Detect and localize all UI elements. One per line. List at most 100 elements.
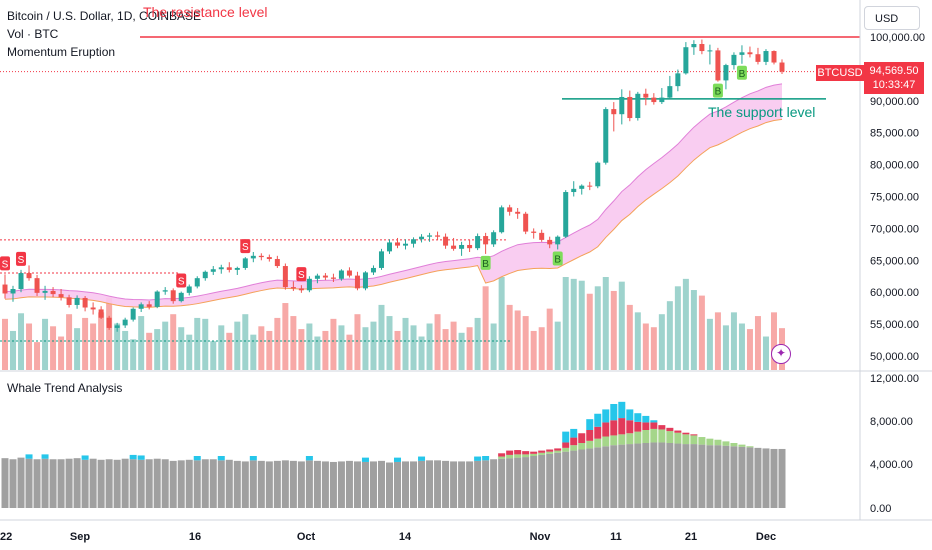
whale-gray-bar <box>41 458 49 508</box>
volume-bar <box>162 321 169 370</box>
candle-body <box>603 109 609 163</box>
momentum-band <box>4 83 783 308</box>
whale-red-bar <box>682 432 690 435</box>
candle-body <box>162 290 168 292</box>
volume-bar <box>642 323 649 370</box>
whale-gray-bar <box>81 459 89 508</box>
volume-bar <box>570 278 577 370</box>
whale-gray-bar <box>778 448 786 508</box>
whale-gray-bar <box>105 459 113 508</box>
whale-gray-bar <box>209 459 217 508</box>
whale-green-bar <box>738 444 746 447</box>
whale-green-bar <box>658 429 666 443</box>
buy-marker-label: B <box>554 254 561 265</box>
volume-bar <box>426 323 433 370</box>
candle-body <box>42 290 48 293</box>
volume-bar <box>746 329 753 370</box>
candle-body <box>178 292 184 302</box>
candle-body <box>346 270 352 276</box>
whale-gray-bar <box>289 460 297 508</box>
sell-marker <box>296 267 307 282</box>
volume-bar <box>282 303 289 370</box>
candle-body <box>186 286 192 293</box>
whale-cyan-bar <box>586 419 594 430</box>
candle-body <box>370 267 376 273</box>
candle-body <box>443 236 449 246</box>
volume-bar <box>514 310 521 370</box>
volume-legend[interactable]: Vol · BTC <box>7 27 59 41</box>
volume-bar <box>738 323 745 370</box>
candle-body <box>755 54 761 62</box>
candle-body <box>627 96 633 119</box>
candle-body <box>306 278 312 291</box>
alert-sparkle-icon[interactable]: ✦ <box>771 344 791 364</box>
whale-red-bar <box>690 434 698 436</box>
whale-red-bar <box>554 448 562 451</box>
volume-bar <box>610 290 617 370</box>
candle-body <box>26 273 32 279</box>
whale-green-bar <box>602 436 610 447</box>
candle-body <box>362 272 368 289</box>
whale-cyan-bar <box>634 413 642 422</box>
volume-bar <box>378 304 385 370</box>
candle-body <box>419 236 425 240</box>
volume-bar <box>730 312 737 370</box>
whale-cyan-bar <box>394 457 402 462</box>
candle-body <box>715 50 721 81</box>
candle-body <box>266 257 272 260</box>
whale-gray-bar <box>241 461 249 508</box>
whale-green-bar <box>506 454 514 459</box>
candle-body <box>651 97 657 103</box>
whale-gray-bar <box>650 442 658 508</box>
whale-green-bar <box>626 433 634 445</box>
volume-bar <box>650 327 657 370</box>
whale-gray-bar <box>153 458 161 508</box>
whale-gray-bar <box>458 461 466 508</box>
whale-green-bar <box>682 434 690 445</box>
candle-body <box>218 267 224 270</box>
volume-bar <box>354 314 361 370</box>
resistance-label: The resistance level <box>143 4 268 20</box>
candle-body <box>154 291 160 307</box>
indicator-legend[interactable]: Momentum Eruption <box>7 45 116 59</box>
candle-body <box>731 54 737 66</box>
candle-body <box>467 244 473 249</box>
volume-bar <box>434 314 441 370</box>
volume-bar <box>74 328 81 370</box>
whale-gray-bar <box>730 446 738 508</box>
whale-green-bar <box>514 454 522 458</box>
volume-bar <box>658 314 665 370</box>
whale-green-bar <box>562 447 570 452</box>
candle-body <box>386 242 392 252</box>
whale-gray-bar <box>65 458 73 508</box>
price-tick-label: 100,000.00 <box>870 32 925 44</box>
candle-body <box>779 62 785 72</box>
candle-body <box>579 185 585 189</box>
whale-gray-bar <box>1 458 9 508</box>
whale-cyan-bar <box>594 413 602 427</box>
level-lines <box>0 36 860 342</box>
lower-pane-title[interactable]: Whale Trend Analysis <box>7 381 123 395</box>
whale-gray-bar <box>770 448 778 508</box>
whale-gray-bar <box>273 460 281 508</box>
whale-gray-bar <box>265 461 273 508</box>
volume-bar <box>442 329 449 370</box>
currency-button[interactable]: USD <box>864 6 920 30</box>
whale-gray-bar <box>410 461 418 508</box>
whale-green-bar <box>666 431 674 443</box>
volume-bar <box>90 323 97 370</box>
whale-gray-bar <box>217 460 225 508</box>
whale-gray-bar <box>434 460 442 508</box>
time-tick-label: Sep <box>70 531 90 543</box>
whale-gray-bar <box>402 461 410 508</box>
volume-bar <box>410 325 417 370</box>
whale-gray-bar <box>754 447 762 508</box>
whale-gray-bar <box>698 444 706 508</box>
whale-gray-bar <box>642 443 650 508</box>
whale-gray-bar <box>329 461 337 508</box>
volume-bar <box>266 330 273 370</box>
volume-bar <box>186 334 193 370</box>
candle-body <box>763 51 769 62</box>
whale-gray-bar <box>738 446 746 508</box>
